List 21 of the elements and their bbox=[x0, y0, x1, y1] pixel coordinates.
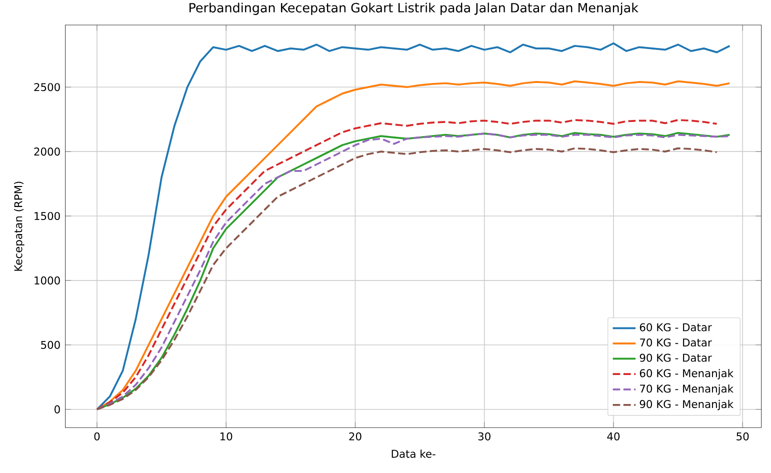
legend-label: 60 KG - Datar bbox=[640, 323, 712, 332]
legend-label: 70 KG - Menanjak bbox=[640, 384, 734, 395]
x-tick-label: 0 bbox=[94, 432, 100, 440]
legend-label: 60 KG - Menanjak bbox=[640, 369, 734, 380]
y-axis-title: Kecepatan (RPM) bbox=[14, 182, 24, 271]
x-tick-label: 40 bbox=[607, 432, 620, 440]
legend-label: 90 KG - Datar bbox=[640, 354, 712, 362]
x-tick-label: 50 bbox=[736, 432, 749, 440]
legend-label: 90 KG - Menanjak bbox=[640, 400, 734, 410]
y-tick-label: 0 bbox=[54, 405, 60, 414]
y-tick-label: 2500 bbox=[34, 83, 60, 92]
y-tick-label: 500 bbox=[41, 340, 60, 349]
y-tick-label: 1000 bbox=[34, 276, 60, 284]
x-axis-title: Data ke- bbox=[392, 450, 436, 458]
x-tick-label: 20 bbox=[349, 432, 362, 440]
legend-label: 70 KG - Datar bbox=[640, 338, 712, 347]
x-tick-label: 10 bbox=[220, 432, 232, 440]
y-tick-label: 2000 bbox=[34, 148, 60, 156]
x-tick-label: 30 bbox=[478, 432, 490, 440]
chart-title: Perbandingan Kecepatan Gokart Listrik pada Jalan Datar dan Menanjak bbox=[190, 2, 638, 15]
y-tick-label: 1500 bbox=[34, 212, 60, 220]
